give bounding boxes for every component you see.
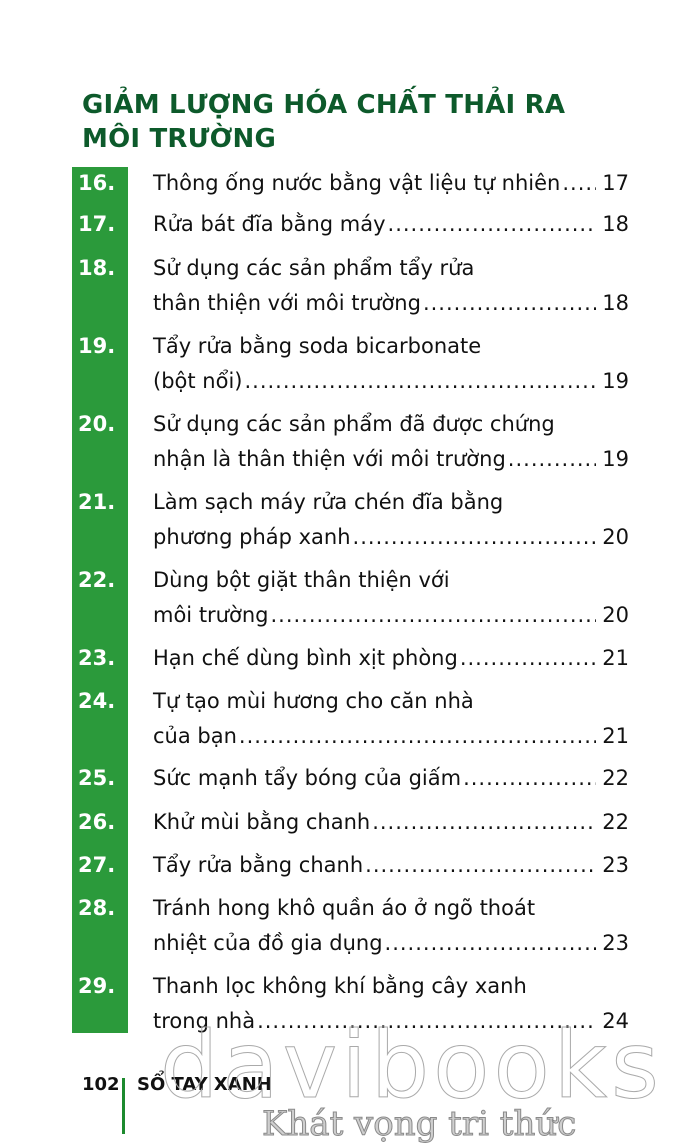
entry-line: nhiệt của đồ gia dụng...................… bbox=[153, 924, 629, 962]
leader-dots: ........................................… bbox=[257, 1009, 597, 1033]
book-title: SỔ TAY XANH bbox=[137, 1074, 272, 1095]
entry-page-number: 18 bbox=[602, 212, 629, 236]
entry-line: Thanh lọc không khí bằng cây xanh bbox=[153, 967, 629, 1005]
leader-dots: ........................................… bbox=[238, 724, 596, 748]
entry-page-number: 19 bbox=[602, 369, 629, 393]
entry-title: Tẩy rửa bằng soda bicarbonate bbox=[153, 334, 482, 358]
leader-dots: ........................................… bbox=[422, 291, 596, 315]
section-title-line-2: MÔI TRƯỜNG bbox=[82, 124, 276, 154]
section-title: GIẢM LƯỢNG HÓA CHẤT THẢI RA MÔI TRƯỜNG bbox=[82, 88, 565, 156]
entry-title: nhận là thân thiện với môi trường bbox=[153, 447, 506, 471]
entry-title: Tẩy rửa bằng chanh bbox=[153, 853, 364, 877]
leader-dots: ........................................… bbox=[463, 766, 596, 790]
entry-number: 19. bbox=[78, 334, 116, 358]
entry-page-number: 18 bbox=[602, 291, 629, 315]
leader-dots: ........................................… bbox=[507, 447, 596, 471]
leader-dots: ........................................… bbox=[352, 525, 597, 549]
entry-number: 25. bbox=[78, 766, 116, 790]
leader-dots: ........................................… bbox=[562, 171, 596, 195]
entry-title: Khử mùi bằng chanh bbox=[153, 810, 371, 834]
footer-divider bbox=[122, 1078, 125, 1134]
entry-title: thân thiện với môi trường bbox=[153, 291, 421, 315]
entry-number: 23. bbox=[78, 646, 116, 670]
leader-dots: ........................................… bbox=[244, 369, 596, 393]
entry-line: nhận là thân thiện với môi trường.......… bbox=[153, 440, 629, 478]
entry-title: Rửa bát đĩa bằng máy bbox=[153, 212, 386, 236]
entry-line: Sử dụng các sản phẩm đã được chứng bbox=[153, 405, 629, 443]
watermark-logo: davibooks bbox=[160, 1012, 663, 1120]
leader-dots: ........................................… bbox=[387, 212, 597, 236]
entry-line: Khử mùi bằng chanh......................… bbox=[153, 803, 629, 841]
entry-title: Dùng bột giặt thân thiện với bbox=[153, 568, 450, 592]
entry-line: của bạn.................................… bbox=[153, 717, 629, 755]
leader-dots: ........................................… bbox=[384, 931, 597, 955]
entry-line: môi trường..............................… bbox=[153, 596, 629, 634]
entry-number: 20. bbox=[78, 412, 116, 436]
leader-dots: ........................................… bbox=[365, 853, 596, 877]
number-bar bbox=[72, 167, 128, 1033]
entry-line: trong nhà...............................… bbox=[153, 1002, 629, 1040]
entry-title: (bột nổi) bbox=[153, 369, 243, 393]
entry-title: môi trường bbox=[153, 603, 269, 627]
entry-number: 26. bbox=[78, 810, 116, 834]
entry-line: Tẩy rửa bằng soda bicarbonate bbox=[153, 327, 629, 365]
entry-number: 17. bbox=[78, 212, 116, 236]
entry-line: Rửa bát đĩa bằng máy....................… bbox=[153, 205, 629, 243]
entry-number: 29. bbox=[78, 974, 116, 998]
entry-title: Sử dụng các sản phẩm đã được chứng bbox=[153, 412, 555, 436]
entry-page-number: 17 bbox=[602, 171, 629, 195]
entry-line: Sử dụng các sản phẩm tẩy rửa bbox=[153, 249, 629, 287]
entry-number: 21. bbox=[78, 490, 116, 514]
leader-dots: ........................................… bbox=[459, 646, 597, 670]
entry-page-number: 23 bbox=[602, 853, 629, 877]
entry-page-number: 21 bbox=[602, 724, 629, 748]
entry-line: Tránh hong khô quần áo ở ngõ thoát bbox=[153, 889, 629, 927]
entry-line: Tẩy rửa bằng chanh......................… bbox=[153, 846, 629, 884]
entry-number: 18. bbox=[78, 256, 116, 280]
entry-page-number: 19 bbox=[602, 447, 629, 471]
entry-title: nhiệt của đồ gia dụng bbox=[153, 931, 383, 955]
entry-page-number: 22 bbox=[602, 810, 629, 834]
entry-title: Làm sạch máy rửa chén đĩa bằng bbox=[153, 490, 504, 514]
entry-line: Hạn chế dùng bình xịt phòng.............… bbox=[153, 639, 629, 677]
entry-line: Tự tạo mùi hương cho căn nhà bbox=[153, 682, 629, 720]
entry-number: 28. bbox=[78, 896, 116, 920]
entry-line: thân thiện với môi trường...............… bbox=[153, 284, 629, 322]
entry-page-number: 22 bbox=[602, 766, 629, 790]
leader-dots: ........................................… bbox=[372, 810, 597, 834]
section-title-line-1: GIẢM LƯỢNG HÓA CHẤT THẢI RA bbox=[82, 90, 566, 120]
entry-number: 16. bbox=[78, 171, 116, 195]
entry-page-number: 20 bbox=[602, 603, 629, 627]
page-number: 102 bbox=[82, 1074, 120, 1095]
entry-page-number: 20 bbox=[602, 525, 629, 549]
entry-page-number: 23 bbox=[602, 931, 629, 955]
entry-line: phương pháp xanh........................… bbox=[153, 518, 629, 556]
entry-title: Tránh hong khô quần áo ở ngõ thoát bbox=[153, 896, 536, 920]
watermark-tagline: Khát vọng tri thức bbox=[261, 1104, 577, 1145]
entry-number: 22. bbox=[78, 568, 116, 592]
entry-title: Hạn chế dùng bình xịt phòng bbox=[153, 646, 458, 670]
entry-title: Sử dụng các sản phẩm tẩy rửa bbox=[153, 256, 475, 280]
entry-title: Thanh lọc không khí bằng cây xanh bbox=[153, 974, 527, 998]
entry-title: phương pháp xanh bbox=[153, 525, 351, 549]
entry-page-number: 24 bbox=[602, 1009, 629, 1033]
entry-title: Thông ống nước bằng vật liệu tự nhiên bbox=[153, 171, 561, 195]
entry-line: Dùng bột giặt thân thiện với bbox=[153, 561, 629, 599]
entry-title: Sức mạnh tẩy bóng của giấm bbox=[153, 766, 462, 790]
entry-number: 27. bbox=[78, 853, 116, 877]
entry-line: Sức mạnh tẩy bóng của giấm..............… bbox=[153, 759, 629, 797]
entry-page-number: 21 bbox=[602, 646, 629, 670]
entry-number: 24. bbox=[78, 689, 116, 713]
entry-line: (bột nổi)...............................… bbox=[153, 362, 629, 400]
leader-dots: ........................................… bbox=[270, 603, 596, 627]
entry-line: Làm sạch máy rửa chén đĩa bằng bbox=[153, 483, 629, 521]
entry-title: trong nhà bbox=[153, 1009, 256, 1033]
entry-title: Tự tạo mùi hương cho căn nhà bbox=[153, 689, 474, 713]
entry-title: của bạn bbox=[153, 724, 237, 748]
entry-line: Thông ống nước bằng vật liệu tự nhiên...… bbox=[153, 164, 629, 202]
